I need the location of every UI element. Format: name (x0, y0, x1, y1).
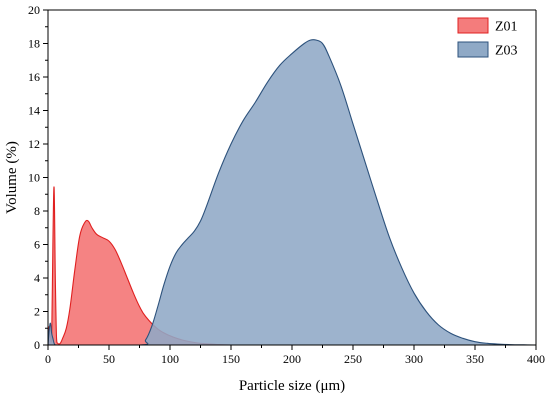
x-tick-label: 400 (527, 352, 545, 366)
y-tick-label: 16 (28, 70, 40, 84)
y-tick-label: 6 (34, 238, 40, 252)
y-axis-title: Volume (%) (4, 141, 20, 214)
series-layer (47, 39, 537, 346)
legend-label-z03: Z03 (495, 44, 518, 59)
y-tick-label: 0 (34, 338, 40, 352)
x-tick-label: 150 (222, 352, 240, 366)
legend-swatch-z03 (457, 41, 489, 58)
series-area-z01 (48, 186, 231, 345)
y-tick-label: 4 (34, 271, 40, 285)
x-tick-label: 350 (466, 352, 484, 366)
x-tick-label: 250 (344, 352, 362, 366)
ticks-layer: 0 50 100 150 200 250 300 350 400 0 2 4 6 8 10 12 14 16 18 2… (28, 3, 545, 366)
x-tick-label: 0 (45, 352, 51, 366)
legend-label-z01: Z01 (495, 20, 518, 35)
x-tick-label: 300 (405, 352, 423, 366)
y-tick-label: 2 (34, 305, 40, 319)
x-tick-label: 200 (283, 352, 301, 366)
y-tick-label: 20 (28, 3, 40, 17)
legend: Z01 Z03 (457, 17, 518, 59)
y-tick-label: 18 (28, 37, 40, 51)
x-tick-label: 50 (103, 352, 115, 366)
series-area-z03 (48, 39, 536, 345)
legend-swatch-z01 (457, 17, 489, 34)
x-tick-label: 100 (161, 352, 179, 366)
y-tick-label: 12 (28, 137, 40, 151)
y-tick-label: 8 (34, 204, 40, 218)
y-tick-label: 14 (28, 104, 40, 118)
y-tick-label: 10 (28, 171, 40, 185)
x-axis-title: Particle size (μm) (239, 378, 345, 394)
